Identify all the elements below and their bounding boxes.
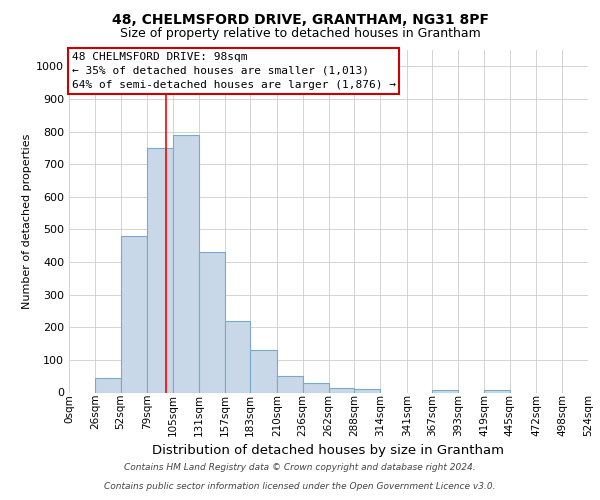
Text: Contains public sector information licensed under the Open Government Licence v3: Contains public sector information licen…: [104, 482, 496, 491]
Text: 48, CHELMSFORD DRIVE, GRANTHAM, NG31 8PF: 48, CHELMSFORD DRIVE, GRANTHAM, NG31 8PF: [112, 12, 488, 26]
Text: Size of property relative to detached houses in Grantham: Size of property relative to detached ho…: [119, 28, 481, 40]
X-axis label: Distribution of detached houses by size in Grantham: Distribution of detached houses by size …: [152, 444, 505, 458]
Bar: [484, 390, 510, 392]
Bar: [354, 389, 380, 392]
Bar: [250, 350, 277, 393]
Bar: [147, 148, 173, 392]
Bar: [303, 384, 329, 392]
Bar: [95, 378, 121, 392]
Bar: [329, 388, 354, 392]
Bar: [433, 390, 458, 392]
Text: Contains HM Land Registry data © Crown copyright and database right 2024.: Contains HM Land Registry data © Crown c…: [124, 464, 476, 472]
Bar: [199, 252, 224, 392]
Bar: [173, 135, 199, 392]
Bar: [224, 322, 250, 392]
Y-axis label: Number of detached properties: Number of detached properties: [22, 134, 32, 309]
Bar: [277, 376, 303, 392]
Text: 48 CHELMSFORD DRIVE: 98sqm
← 35% of detached houses are smaller (1,013)
64% of s: 48 CHELMSFORD DRIVE: 98sqm ← 35% of deta…: [71, 52, 395, 90]
Bar: [121, 236, 147, 392]
